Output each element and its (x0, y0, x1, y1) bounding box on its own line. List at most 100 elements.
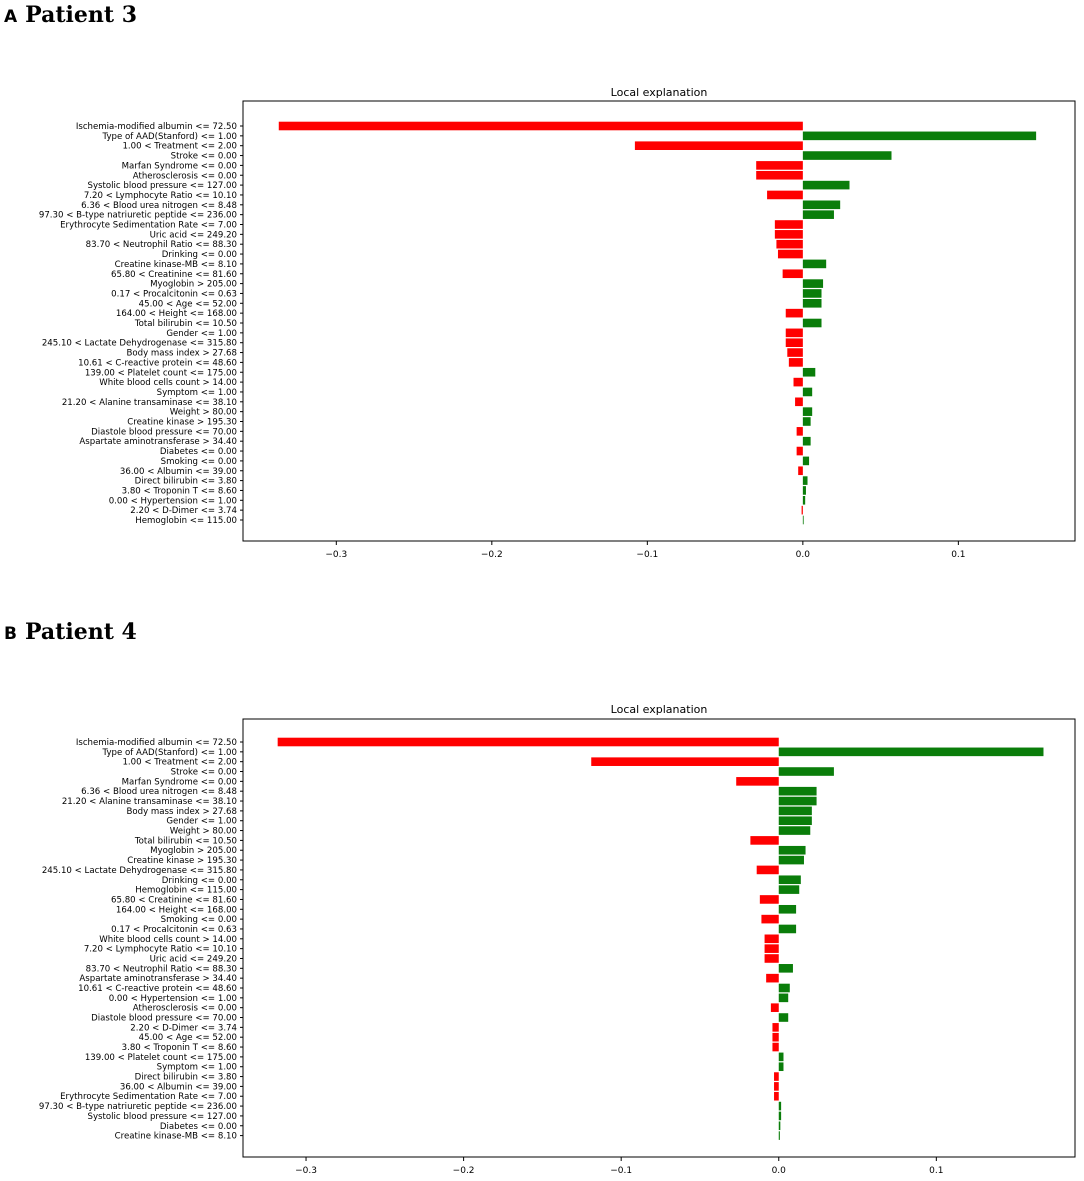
y-tick-label: 65.80 < Creatinine <= 81.60 (111, 270, 237, 280)
bar (788, 358, 803, 367)
bar (278, 121, 803, 131)
y-tick-label: 0.00 < Hypertension <= 1.00 (109, 496, 237, 506)
bar (772, 1042, 779, 1052)
bar (774, 1091, 779, 1101)
bar (634, 141, 803, 150)
y-tick-label: Smoking <= 0.00 (161, 915, 237, 925)
y-tick-label: White blood cells count > 14.00 (99, 378, 237, 388)
x-tick-label: 0.1 (951, 550, 965, 560)
y-tick-label: 45.00 < Age <= 52.00 (139, 299, 237, 309)
bar (778, 806, 812, 816)
panel-b-header: B Patient 4 (4, 619, 137, 645)
y-tick-label: Type of AAD(Stanford) <= 1.00 (102, 132, 237, 142)
y-tick-label: Direct bilirubin <= 3.80 (135, 477, 237, 487)
bar (778, 1121, 781, 1131)
bar (778, 885, 800, 894)
y-tick-label: Stroke <= 0.00 (171, 152, 237, 162)
plot-frame (242, 100, 1076, 542)
y-tick-label: Systolic blood pressure <= 127.00 (88, 181, 237, 191)
panel-a-title: Patient 3 (25, 2, 138, 28)
y-tick-label: 2.20 < D-Dimer <= 3.74 (130, 1023, 237, 1033)
bar (802, 496, 806, 505)
y-tick-label: 164.00 < Height <= 168.00 (116, 905, 237, 915)
bar (778, 1052, 784, 1062)
bar (796, 427, 803, 436)
x-tick-label: −0.1 (636, 550, 658, 560)
y-tick-label: 65.80 < Creatinine <= 81.60 (111, 895, 237, 905)
bar (802, 456, 810, 466)
bar (767, 190, 803, 200)
y-tick-label: 139.00 < Platelet count <= 175.00 (85, 1053, 237, 1063)
y-tick-label: 83.70 < Neutrophil Ratio <= 88.30 (86, 964, 237, 974)
bar (774, 1072, 779, 1081)
bar (802, 289, 822, 298)
y-tick-label: Uric acid <= 249.20 (150, 230, 237, 240)
bar (787, 348, 803, 357)
bar (802, 279, 824, 288)
y-tick-label: 6.36 < Blood urea nitrogen <= 8.48 (81, 201, 237, 211)
bar (778, 1013, 789, 1022)
y-tick-label: Creatine kinase > 195.30 (127, 856, 237, 866)
y-tick-label: Atherosclerosis <= 0.00 (133, 171, 237, 181)
bar (770, 1003, 779, 1012)
y-tick-label: Weight > 80.00 (170, 827, 237, 837)
y-tick-label: Gender <= 1.00 (166, 817, 237, 827)
bar (778, 786, 817, 796)
y-tick-label: Diabetes <= 0.00 (160, 1122, 237, 1132)
bar (802, 318, 822, 328)
y-tick-label: Atherosclerosis <= 0.00 (133, 1004, 237, 1014)
y-tick-label: 7.20 < Lymphocyte Ratio <= 10.10 (84, 945, 237, 955)
bar (802, 417, 811, 426)
bar (802, 387, 813, 397)
bar (591, 757, 779, 766)
bar (764, 944, 779, 953)
y-tick-label: Drinking <= 0.00 (162, 876, 237, 886)
y-tick-label: Ischemia-modified albumin <= 72.50 (76, 738, 237, 748)
y-tick-label: Erythrocyte Sedimentation Rate <= 7.00 (60, 221, 237, 231)
y-tick-label: 83.70 < Neutrophil Ratio <= 88.30 (86, 240, 237, 250)
bar (802, 210, 834, 219)
y-tick-label: 7.20 < Lymphocyte Ratio <= 10.10 (84, 191, 237, 201)
y-tick-label: 36.00 < Albumin <= 39.00 (120, 1082, 237, 1092)
bar (764, 954, 779, 963)
bar (777, 249, 803, 259)
chart-title: Local explanation (611, 703, 708, 716)
y-tick-label: Diastole blood pressure <= 70.00 (91, 427, 237, 437)
bar (776, 239, 803, 249)
bar (778, 964, 793, 973)
bar (750, 836, 779, 845)
chart-patient-4: Local explanation Ischemia-modified albu… (39, 703, 1076, 1176)
x-tick-label: 0.1 (929, 1166, 943, 1176)
bar (778, 1062, 784, 1072)
chart-title: Local explanation (611, 86, 708, 99)
y-tick-label: 97.30 < B-type natriuretic peptide <= 23… (39, 211, 237, 221)
bar (785, 328, 803, 338)
y-tick-label: White blood cells count > 14.00 (99, 935, 237, 945)
bar (801, 505, 803, 515)
y-tick-label: Uric acid <= 249.20 (150, 954, 237, 964)
y-tick-label: Stroke <= 0.00 (171, 768, 237, 778)
y-tick-label: Symptom <= 1.00 (157, 388, 237, 398)
bar (796, 446, 803, 456)
bar (793, 377, 803, 387)
panel-a-header: A Patient 3 (4, 2, 137, 28)
bar (802, 486, 806, 495)
bar (761, 914, 779, 924)
bar (802, 131, 1037, 141)
y-tick-label: Gender <= 1.00 (166, 329, 237, 339)
bar (774, 1082, 779, 1091)
bar (802, 200, 841, 210)
bar (782, 269, 803, 279)
bar (774, 230, 803, 239)
bar (778, 855, 804, 865)
bar (778, 993, 789, 1003)
bar (778, 924, 797, 934)
bar (802, 259, 827, 269)
x-tick-label: −0.3 (295, 1166, 317, 1176)
bar (802, 151, 892, 160)
y-tick-label: 245.10 < Lactate Dehydrogenase <= 315.80 (42, 339, 237, 349)
x-tick-label: −0.1 (610, 1166, 632, 1176)
bar (778, 767, 834, 776)
bar (802, 407, 813, 416)
